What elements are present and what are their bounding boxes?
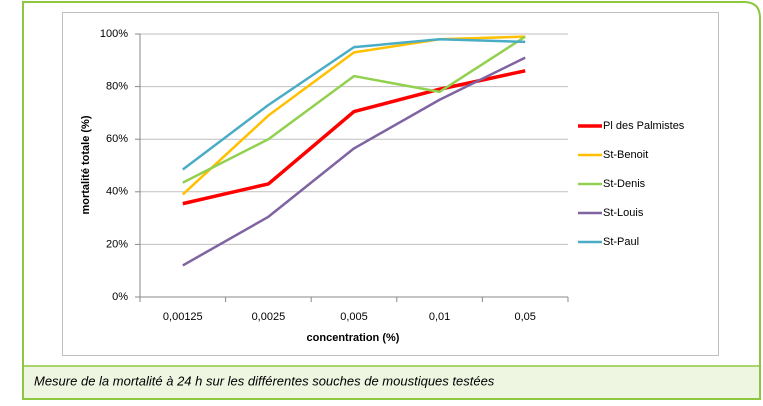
x-axis-label: concentration (%) [307,332,400,344]
series-line [182,35,526,184]
legend-label: St-Louis [603,207,644,219]
series-line [182,69,526,206]
legend-label: St-Denis [603,178,646,190]
chart-box [62,12,719,356]
x-tick-label: 0,0025 [252,311,286,323]
legend-label: St-Benoit [603,149,648,161]
y-tick-label: 20% [106,238,128,250]
series-line [182,56,526,267]
y-axis-label: mortalité totale (%) [80,115,92,214]
x-tick-label: 0,01 [429,311,450,323]
caption-band [24,366,759,398]
legend-label: Pl des Palmistes [603,120,685,132]
x-tick-label: 0,00125 [163,311,203,323]
caption: Mesure de la mortalité à 24 h sur les di… [34,373,495,388]
x-tick-label: 0,005 [340,311,368,323]
y-tick-label: 0% [112,291,128,303]
legend-label: St-Paul [603,236,639,248]
series-line [182,38,526,171]
series-line [181,35,526,196]
y-tick-label: 60% [106,133,128,145]
y-tick-label: 100% [100,28,128,40]
y-tick-label: 80% [106,81,128,93]
x-tick-label: 0,05 [514,311,535,323]
y-tick-label: 40% [106,186,128,198]
